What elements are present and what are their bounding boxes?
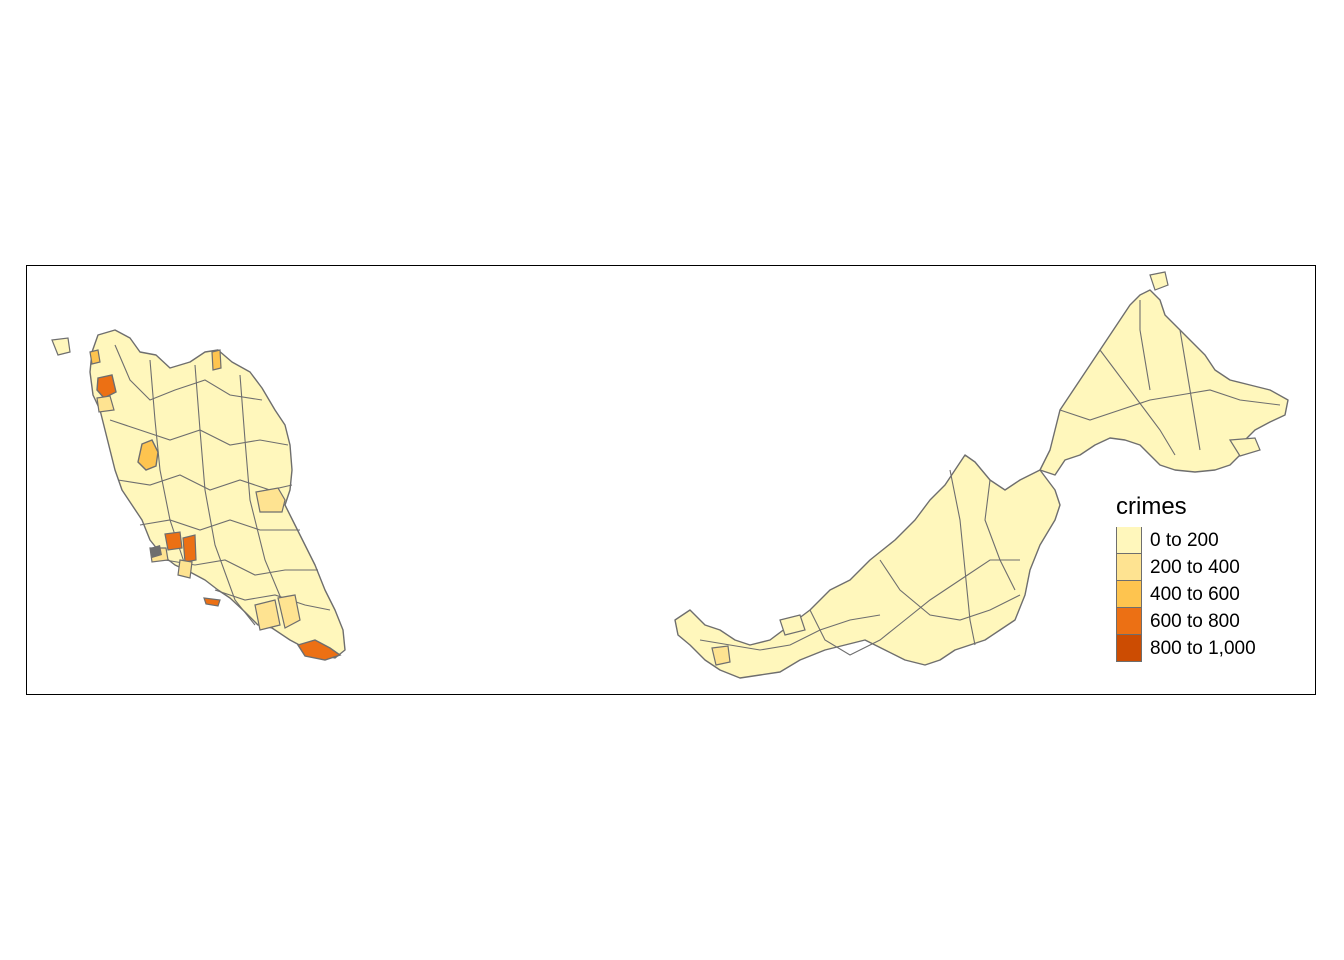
legend-label: 200 to 400 <box>1150 556 1240 578</box>
district-region <box>89 349 101 365</box>
legend-title: crimes <box>1116 493 1187 520</box>
peninsular-malaysia <box>89 329 346 659</box>
district-region <box>254 599 281 631</box>
district-region <box>296 639 342 661</box>
district-region <box>255 487 286 513</box>
district-region <box>182 534 197 563</box>
district-region <box>211 349 222 371</box>
legend-swatch <box>1116 635 1142 662</box>
legend-label: 400 to 600 <box>1150 583 1240 605</box>
district-region <box>177 559 193 579</box>
district-region <box>96 374 117 399</box>
island <box>1149 271 1169 291</box>
legend-item: 800 to 1,000 <box>1116 635 1256 662</box>
island <box>150 545 162 558</box>
district-region <box>711 645 731 666</box>
legend-label: 0 to 200 <box>1150 529 1219 551</box>
district-region <box>203 597 221 607</box>
legend-label: 600 to 800 <box>1150 610 1240 632</box>
legend-item: 200 to 400 <box>1116 554 1256 581</box>
map-legend: crimes 0 to 200 200 to 400 400 to 600 60… <box>1116 493 1256 662</box>
legend-swatch <box>1116 608 1142 635</box>
legend-swatch <box>1116 581 1142 608</box>
district-region <box>96 395 115 413</box>
legend-item: 0 to 200 <box>1116 527 1256 554</box>
island <box>51 337 71 356</box>
district-region <box>137 439 159 471</box>
district-region <box>779 614 806 636</box>
district-region <box>277 594 301 629</box>
sarawak <box>674 454 1061 679</box>
legend-swatch <box>1116 554 1142 581</box>
island <box>1228 437 1261 457</box>
legend-item: 400 to 600 <box>1116 581 1256 608</box>
legend-swatch <box>1116 527 1142 554</box>
legend-label: 800 to 1,000 <box>1150 637 1256 659</box>
legend-item: 600 to 800 <box>1116 608 1256 635</box>
district-region <box>164 531 183 551</box>
